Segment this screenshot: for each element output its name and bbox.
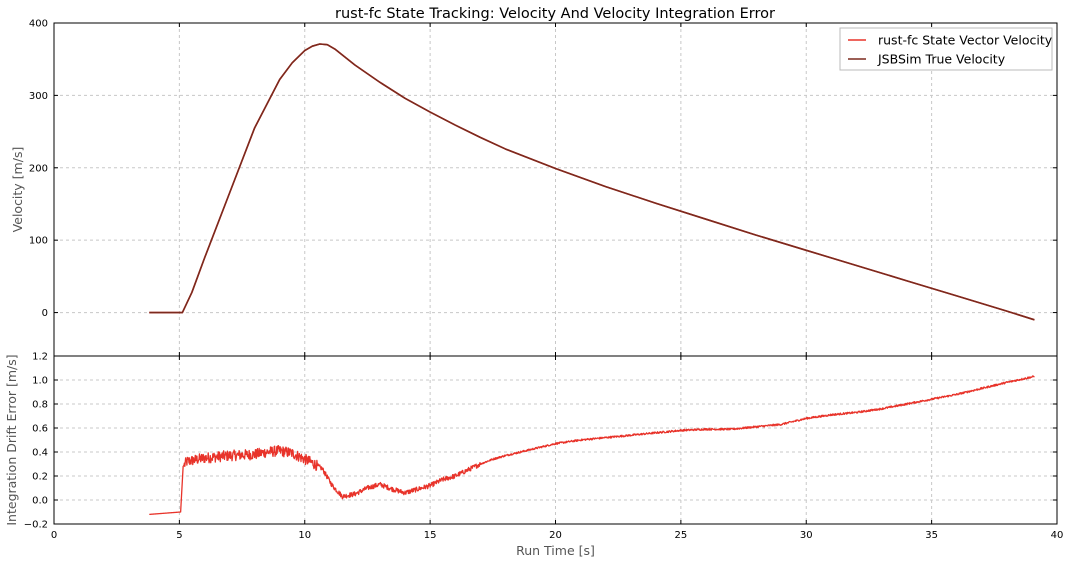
velocity-y-tick-label: 0: [42, 308, 48, 319]
x-tick-label: 0: [51, 530, 57, 541]
error-y-axis-label: Integration Drift Error [m/s]: [4, 354, 19, 525]
error-y-tick-label: 1.2: [32, 352, 48, 363]
error-y-tick-label: 0.4: [32, 448, 48, 459]
error-gridlines: [54, 356, 1057, 524]
error-series-line-0: [149, 375, 1035, 516]
error-panel: 0 5 10 15 20 25 30 35 40 −0.2 0.0 0.2 0.4 0.6 0.8 1.0 1.…: [4, 352, 1063, 559]
x-tick-label: 25: [675, 530, 688, 541]
error-series-lines: [149, 375, 1035, 516]
chart-title: rust-fc State Tracking: Velocity And Vel…: [335, 6, 775, 22]
velocity-y-tick-label: 400: [29, 19, 48, 30]
velocity-series-lines: [149, 43, 1035, 321]
legend: rust-fc State Vector Velocity JSBSim Tru…: [839, 27, 1053, 71]
error-y-tick-label: −0.2: [24, 520, 48, 531]
velocity-y-tick-label: 200: [29, 163, 48, 174]
error-y-tick-label: 0.2: [32, 472, 48, 483]
x-tick-label: 35: [925, 530, 938, 541]
error-y-tick-label: 0.0: [32, 496, 48, 507]
x-tick-label: 20: [549, 530, 562, 541]
x-tick-label: 15: [424, 530, 437, 541]
velocity-series-line-1: [149, 43, 1035, 321]
velocity-gridlines: [54, 23, 1057, 356]
velocity-y-tick-label: 300: [29, 91, 48, 102]
legend-box: [839, 27, 1053, 71]
velocity-y-axis-label: Velocity [m/s]: [10, 147, 25, 233]
x-tick-label: 10: [298, 530, 311, 541]
legend-label-jsbsim: JSBSim True Velocity: [877, 52, 1006, 67]
x-tick-label: 40: [1051, 530, 1064, 541]
error-axis-ticks: 0 5 10 15 20 25 30 35 40 −0.2 0.0 0.2 0.4 0.6 0.8 1.0 1.…: [24, 352, 1064, 542]
error-y-tick-label: 1.0: [32, 376, 48, 387]
x-tick-label: 5: [176, 530, 182, 541]
error-plot-frame: [53, 355, 1058, 525]
velocity-y-tick-label: 100: [29, 236, 48, 247]
x-tick-label: 30: [800, 530, 813, 541]
error-y-tick-label: 0.6: [32, 424, 48, 435]
velocity-panel: 0 100 200 300 400 Velocity [m/s]: [10, 19, 1058, 357]
legend-label-state-vector: rust-fc State Vector Velocity: [878, 33, 1053, 48]
error-y-tick-label: 0.8: [32, 400, 48, 411]
x-axis-label: Run Time [s]: [516, 543, 595, 558]
